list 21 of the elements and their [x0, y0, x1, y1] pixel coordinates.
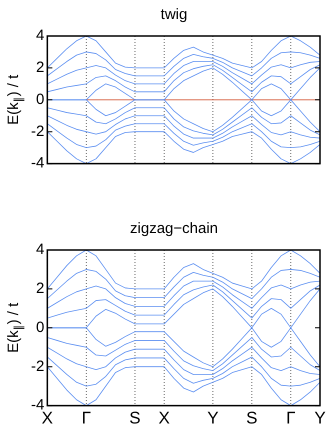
y-axis-title: E(k∥) / t	[5, 302, 26, 353]
x-tick-label: Γ	[82, 408, 91, 428]
x-tick-label: X	[158, 408, 170, 428]
y-tick-label: 4	[36, 27, 44, 44]
y-tick-label: -4	[30, 154, 44, 172]
x-tick-label: S	[129, 408, 141, 428]
chart-title: zigzag−chain	[130, 220, 218, 238]
y-tick-label: -2	[30, 358, 44, 375]
chart-title: twig	[160, 6, 188, 24]
x-tick-label: X	[42, 408, 54, 428]
y-tick-label: -2	[30, 122, 44, 140]
x-tick-label: Y	[314, 408, 326, 428]
y-tick-label: 0	[36, 90, 44, 108]
y-tick-label: 4	[36, 241, 44, 258]
y-tick-label: 0	[36, 318, 44, 336]
y-axis-title: E(k∥) / t	[5, 74, 26, 125]
x-tick-label: Y	[207, 408, 219, 428]
y-tick-label: 2	[36, 59, 44, 76]
x-tick-label: Γ	[286, 408, 296, 428]
x-tick-label: S	[246, 408, 258, 428]
y-tick-label: 2	[36, 280, 44, 298]
